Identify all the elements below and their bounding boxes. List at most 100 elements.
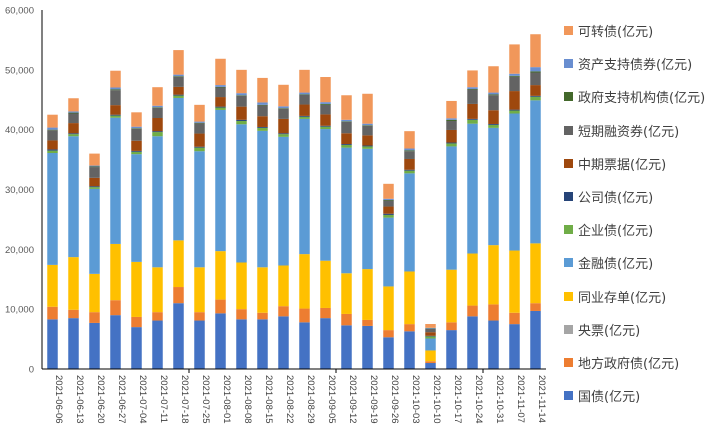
bar-segment bbox=[194, 312, 205, 321]
bar-segment bbox=[404, 148, 415, 151]
legend: 可转债(亿元) 资产支持债券(亿元) 政府支持机构债(亿元) 短期融资券(亿元) 中期票… bbox=[564, 14, 705, 412]
bar-segment bbox=[404, 158, 415, 170]
bar-segment bbox=[383, 337, 394, 369]
bar-segment bbox=[47, 127, 58, 130]
bar-segment bbox=[236, 69, 247, 94]
bar-segment bbox=[236, 119, 247, 121]
bar-segment bbox=[383, 330, 394, 338]
x-tick-label: 2021-07-18 bbox=[179, 375, 190, 424]
bar-segment bbox=[278, 108, 289, 119]
bar-segment bbox=[509, 75, 520, 77]
bar-stack bbox=[362, 93, 373, 369]
bar-segment bbox=[257, 104, 268, 106]
bar-segment bbox=[131, 128, 142, 129]
x-tick-label: 2021-07-25 bbox=[200, 375, 211, 424]
x-tick-label: 2021-11-14 bbox=[536, 375, 547, 423]
bar-segment bbox=[173, 97, 184, 241]
bar-segment bbox=[89, 167, 100, 178]
bar-segment bbox=[488, 94, 499, 96]
bar-segment bbox=[341, 144, 352, 148]
bar-segment bbox=[446, 120, 457, 130]
bar-segment bbox=[362, 135, 373, 146]
bar-segment bbox=[257, 102, 268, 105]
bar-segment bbox=[131, 150, 142, 152]
bar-segment bbox=[299, 254, 310, 309]
x-tick-label: 2021-09-19 bbox=[368, 375, 379, 424]
x-tick-label: 2021-09-05 bbox=[326, 375, 337, 424]
y-tick-label: 0 bbox=[29, 365, 34, 376]
legend-item: 短期融资券(亿元) bbox=[564, 114, 705, 147]
x-tick-label: 2021-09-26 bbox=[389, 375, 400, 424]
bar-segment bbox=[488, 320, 499, 369]
bar-segment bbox=[467, 103, 478, 119]
bar-segment bbox=[47, 140, 58, 150]
bar-stack bbox=[47, 114, 58, 369]
bar-segment bbox=[362, 93, 373, 124]
bar-segment bbox=[278, 265, 289, 307]
legend-swatch bbox=[564, 158, 573, 168]
bar-stack bbox=[173, 50, 184, 369]
legend-swatch bbox=[564, 225, 573, 235]
bar-segment bbox=[173, 76, 184, 87]
bar-segment bbox=[68, 257, 79, 310]
bar-stack bbox=[488, 66, 499, 369]
bar-segment bbox=[236, 93, 247, 96]
bar-segment bbox=[341, 325, 352, 369]
bar-stack bbox=[341, 95, 352, 369]
bar-segment bbox=[68, 112, 79, 114]
bar-segment bbox=[530, 95, 541, 97]
bar-segment bbox=[425, 328, 436, 333]
bar-segment bbox=[236, 95, 247, 107]
bar-segment bbox=[110, 90, 121, 106]
bar-segment bbox=[68, 136, 79, 258]
legend-label: 央票(亿元) bbox=[578, 323, 641, 339]
bar-stack bbox=[446, 100, 457, 369]
bar-segment bbox=[47, 130, 58, 141]
bar-segment bbox=[194, 147, 205, 152]
bar-segment bbox=[320, 129, 331, 261]
bar-segment bbox=[131, 154, 142, 262]
bar-segment bbox=[488, 245, 499, 305]
bar-segment bbox=[89, 188, 100, 274]
bar-segment bbox=[320, 260, 331, 308]
bar-segment bbox=[257, 77, 268, 103]
x-tick-label: 2021-10-03 bbox=[410, 375, 421, 424]
bar-segment bbox=[383, 217, 394, 287]
bar-segment bbox=[341, 133, 352, 145]
bar-segment bbox=[425, 363, 436, 369]
x-tick-label: 2021-06-20 bbox=[95, 375, 106, 424]
bar-segment bbox=[68, 123, 79, 134]
y-tick-label: 60,000 bbox=[5, 6, 34, 17]
bar-segment bbox=[467, 305, 478, 317]
bar-segment bbox=[530, 72, 541, 86]
legend-swatch bbox=[564, 59, 573, 69]
bar-segment bbox=[110, 315, 121, 369]
bar-segment bbox=[173, 94, 184, 96]
bar-segment bbox=[47, 153, 58, 265]
bar-segment bbox=[110, 87, 121, 90]
legend-label: 公司债(亿元) bbox=[578, 191, 654, 207]
bar-segment bbox=[383, 213, 394, 215]
bar-segment bbox=[131, 126, 142, 129]
bar-segment bbox=[320, 307, 331, 319]
legend-swatch bbox=[564, 391, 573, 401]
bar-segment bbox=[173, 303, 184, 369]
bar-stack bbox=[68, 98, 79, 369]
bar-segment bbox=[47, 114, 58, 128]
bar-stack bbox=[194, 104, 205, 369]
bar-segment bbox=[341, 119, 352, 122]
bar-segment bbox=[530, 243, 541, 304]
bar-segment bbox=[320, 114, 331, 126]
bar-segment bbox=[530, 85, 541, 96]
bar-segment bbox=[362, 123, 373, 126]
legend-label: 同业存单(亿元) bbox=[578, 290, 667, 306]
bar-segment bbox=[152, 132, 163, 137]
bar-segment bbox=[509, 91, 520, 110]
bar-segment bbox=[173, 86, 184, 95]
bar-segment bbox=[383, 199, 394, 201]
bar-segment bbox=[215, 85, 226, 87]
bar-segment bbox=[362, 125, 373, 136]
bar-segment bbox=[152, 87, 163, 106]
bar-segment bbox=[152, 105, 163, 108]
bar-segment bbox=[278, 136, 289, 266]
